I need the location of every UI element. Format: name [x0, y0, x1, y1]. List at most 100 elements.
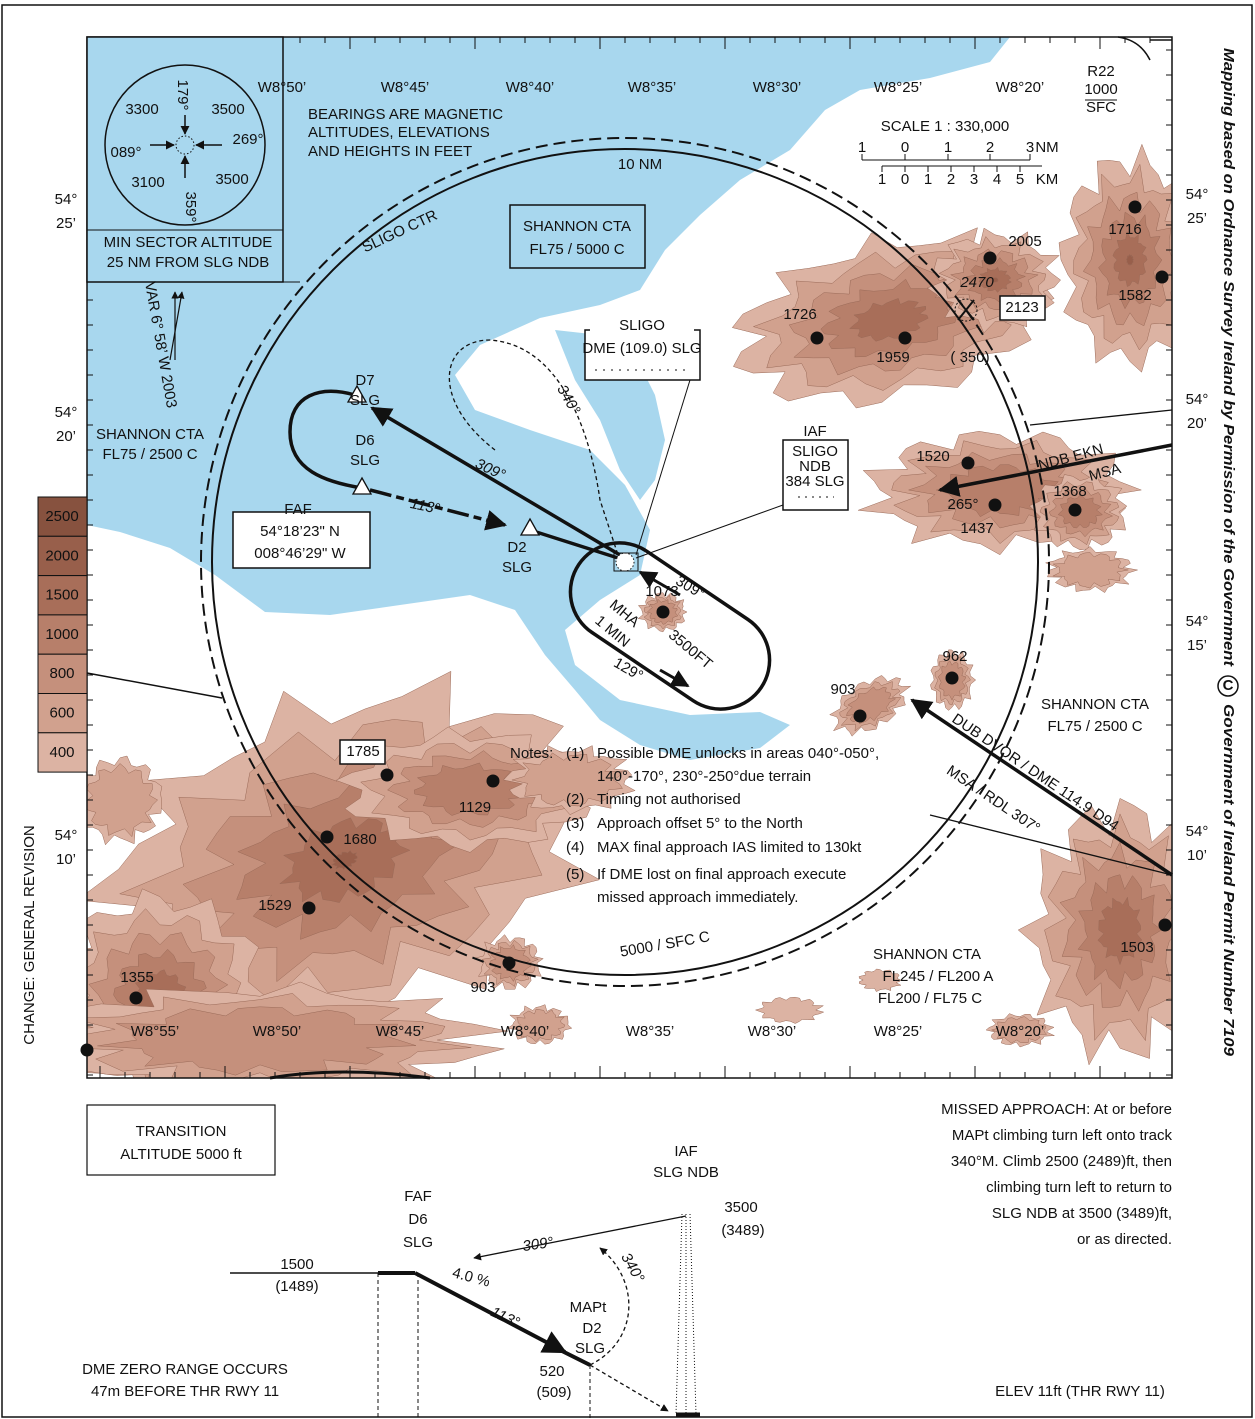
map	[87, 37, 1172, 1078]
notes-items: MAX final approach IAS limited to 130kt	[597, 839, 862, 856]
notes-items: (4)	[566, 839, 584, 856]
profile-missed-approach: 340°M. Climb 2500 (2489)ft, then	[951, 1153, 1172, 1170]
airspace-name: SHANNON CTA	[1041, 696, 1149, 713]
map-lon-top: W8°25’	[874, 79, 923, 96]
leader-line	[635, 379, 691, 556]
scale-bars	[862, 159, 1042, 167]
profile-faf-alt: (1489)	[275, 1278, 318, 1295]
spot-elevation: 1959	[876, 349, 909, 366]
ndb-symbol	[615, 552, 635, 572]
map-restricted-area: R22	[1087, 63, 1115, 80]
ndb-name: SLIGO	[792, 443, 838, 460]
msa-caption: MIN SECTOR ALTITUDE	[104, 234, 273, 251]
ndb-symbol	[175, 135, 195, 155]
profile-mapt: MAPt	[570, 1299, 608, 1316]
fixes-name: D7	[355, 372, 374, 389]
map-lat-right: 54°	[1186, 823, 1209, 840]
msa-altitudes: 3100	[131, 174, 164, 191]
legend-label: 1000	[45, 626, 78, 643]
profile-missed-approach: MAPt climbing turn left onto track	[952, 1127, 1173, 1144]
scale-km-ticks: 4	[993, 171, 1001, 188]
obstacle-symbol	[957, 299, 975, 321]
map-restricted-area: SFC	[1086, 99, 1116, 116]
airspace-box	[509, 204, 646, 269]
map-lon-top: W8°30’	[753, 79, 802, 96]
map-lat-left: 25’	[56, 215, 76, 232]
fix-triangle	[346, 384, 368, 403]
terrain-contour	[754, 996, 825, 1024]
map-restricted-area: 1000	[1084, 81, 1117, 98]
ndb-ident: 384 SLG	[785, 473, 844, 490]
map-lat-right: 54°	[1186, 186, 1209, 203]
terrain-contour	[330, 850, 358, 871]
scale-km-ticks: 5	[1016, 171, 1024, 188]
notes-items: (2)	[566, 791, 584, 808]
spot-elevation: ( 350)	[950, 349, 989, 366]
variation-arrows	[169, 291, 185, 361]
notes-items: 140°-170°, 230°-250°due terrain	[597, 768, 811, 785]
profile-view	[230, 1213, 700, 1419]
legend-swatch	[37, 732, 88, 773]
msa-caption: 25 NM FROM SLG NDB	[107, 254, 270, 271]
ndb-role: IAF	[803, 423, 826, 440]
spot-elevation: 1437	[960, 520, 993, 537]
leader-line	[86, 672, 223, 699]
spot-height	[302, 901, 316, 915]
map-lat-left: 54°	[55, 827, 78, 844]
msa-bearings: 269°	[232, 131, 263, 148]
spot-height	[898, 331, 912, 345]
spot-elevation: 1582	[1118, 287, 1151, 304]
profile-transition: ALTITUDE 5000 ft	[120, 1146, 242, 1163]
spot-elevation: 1355	[120, 969, 153, 986]
fix-triangle	[519, 517, 541, 536]
terrain-contour	[1125, 253, 1135, 267]
spot-height	[961, 456, 975, 470]
airspace-name: SHANNON CTA	[523, 218, 631, 235]
profile-mapt: D2	[582, 1320, 601, 1337]
map-note-bearings: ALTITUDES, ELEVATIONS	[308, 124, 490, 141]
msa-altitudes: 3500	[215, 171, 248, 188]
range-ring	[200, 137, 1050, 987]
faf-lat: 54°18’23" N	[260, 523, 340, 540]
profile-dme-note: DME ZERO RANGE OCCURS	[82, 1361, 288, 1378]
spot-height	[945, 671, 959, 685]
dme-name: SLIGO	[619, 317, 665, 334]
spot-elevation: 903	[470, 979, 495, 996]
profile-final	[414, 1271, 568, 1354]
msa-bearings: 179°	[174, 79, 191, 110]
terrain-contour	[858, 968, 902, 992]
terrain-contour	[511, 752, 624, 807]
profile-faf: SLG	[403, 1234, 433, 1251]
profile-mapt: SLG	[575, 1340, 605, 1357]
spot-height	[502, 956, 516, 970]
fixes-ident: SLG	[350, 392, 380, 409]
map-lat-right: 20’	[1187, 415, 1207, 432]
profile-missed-approach: climbing turn left to return to	[986, 1179, 1172, 1196]
final-track	[529, 528, 619, 560]
leader-line	[635, 504, 784, 559]
fixes	[346, 384, 541, 536]
ekn-radial: 265°	[947, 496, 978, 513]
map-lat-left: 20’	[56, 428, 76, 445]
sea	[87, 37, 1010, 760]
spot-height	[1158, 918, 1172, 932]
notes-items: Possible DME unlocks in areas 040°-050°,	[597, 745, 879, 762]
map-lat-right: 10’	[1187, 847, 1207, 864]
spot-height	[983, 251, 997, 265]
leader-line	[929, 814, 1173, 876]
profile-visual	[589, 1364, 669, 1412]
terrain-contour	[1052, 552, 1129, 589]
map-ring-label: 10 NM	[618, 156, 662, 173]
terrain-contour	[97, 1006, 417, 1076]
legend-label: 800	[49, 665, 74, 682]
spot-elevation: 962	[942, 648, 967, 665]
spot-elevation: 1716	[1108, 221, 1141, 238]
faf-box	[232, 511, 371, 569]
profile-missed-approach: or as directed.	[1077, 1231, 1172, 1248]
msa-radial	[910, 698, 1173, 877]
scale-title: SCALE 1 : 330,000	[881, 118, 1009, 135]
dme-ident: DME (109.0) SLG	[582, 340, 701, 357]
spot-height	[988, 498, 1002, 512]
legend-label: 1500	[45, 587, 78, 604]
holding-arrow	[638, 570, 681, 597]
